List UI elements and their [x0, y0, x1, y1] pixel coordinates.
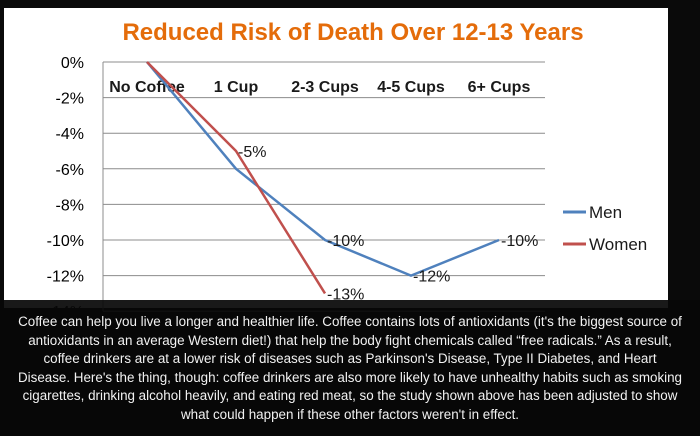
y-tick-label: -12% [47, 269, 84, 286]
series-lines [146, 61, 500, 295]
x-tick-label: 4-5 Cups [377, 79, 445, 96]
legend-label: Men [589, 203, 622, 222]
data-label: -12% [413, 269, 450, 286]
x-axis-tick-labels: No Coffee 1 Cup 2-3 Cups 4-5 Cups 6+ Cups [109, 79, 530, 96]
y-tick-label: 0% [61, 55, 84, 72]
y-tick-label: -10% [47, 233, 84, 250]
data-labels: -5% -10% -12% -10% -13% [238, 144, 538, 303]
series-line-women [146, 61, 327, 295]
caption-overlay: Coffee can help you live a longer and he… [0, 300, 700, 436]
series-line-men [146, 61, 500, 277]
y-axis-tick-labels: 0%-2%-4%-6%-8%-10%-12%-14% [47, 55, 84, 321]
data-label: -10% [327, 233, 364, 250]
legend-label: Women [589, 235, 647, 254]
x-tick-label: 6+ Cups [468, 79, 531, 96]
chart-title: Reduced Risk of Death Over 12-13 Years [122, 19, 583, 46]
y-tick-label: -2% [56, 91, 84, 108]
data-label: -5% [238, 144, 266, 161]
chart-background [4, 8, 668, 308]
y-tick-label: -8% [56, 197, 84, 214]
y-tick-label: -4% [56, 126, 84, 143]
legend: Men Women [563, 203, 647, 254]
caption-text: Coffee can help you live a longer and he… [17, 314, 683, 422]
x-tick-label: 1 Cup [214, 79, 259, 96]
data-label: -13% [327, 286, 364, 303]
x-tick-label: 2-3 Cups [291, 79, 359, 96]
data-label: -10% [501, 233, 538, 250]
y-tick-label: -6% [56, 162, 84, 179]
